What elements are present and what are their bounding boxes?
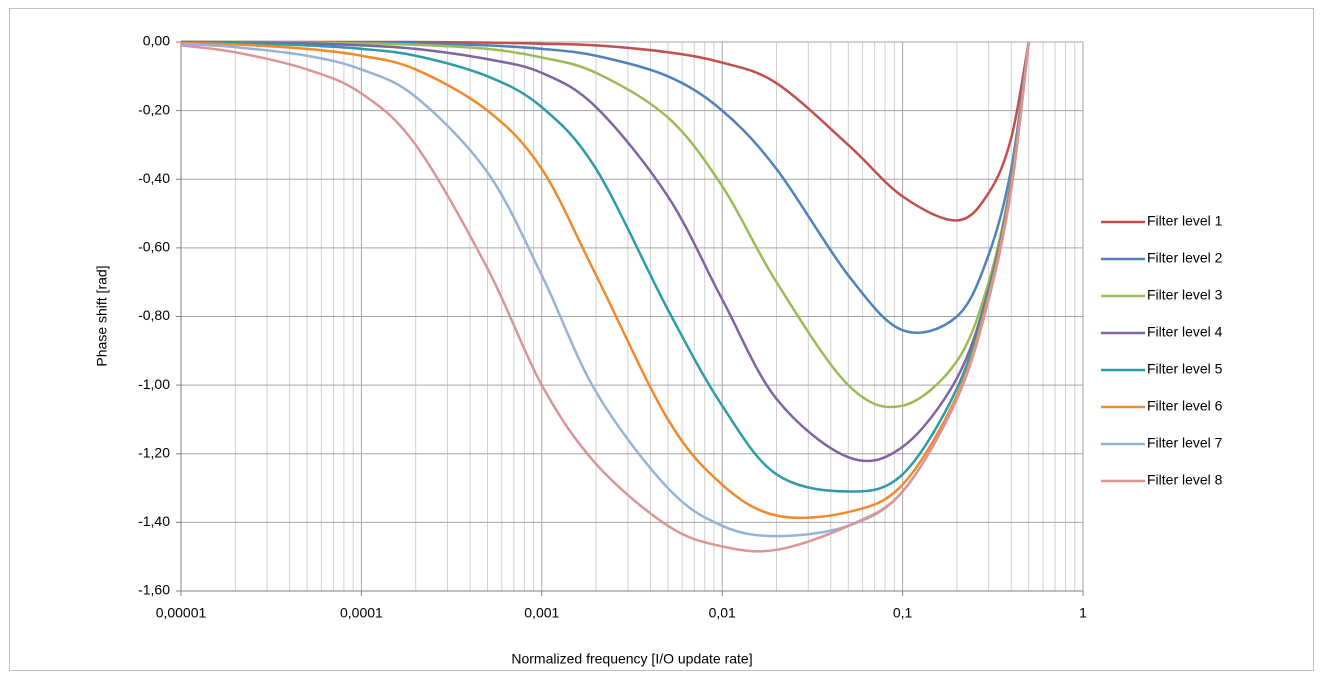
legend-label: Filter level 3	[1147, 287, 1223, 303]
y-tick-label: -0,40	[138, 170, 170, 186]
legend-label: Filter level 8	[1147, 472, 1223, 488]
legend-label: Filter level 2	[1147, 250, 1223, 266]
y-tick-label: 0,00	[143, 33, 170, 49]
y-tick-label: -1,00	[138, 376, 170, 392]
legend-label: Filter level 7	[1147, 435, 1223, 451]
y-tick-label: -1,60	[138, 582, 170, 598]
x-tick-label: 0,0001	[340, 605, 383, 621]
y-tick-label: -0,20	[138, 101, 170, 117]
y-tick-label: -1,20	[138, 444, 170, 460]
series-line	[180, 41, 1030, 493]
legend-label: Filter level 1	[1147, 213, 1223, 229]
y-tick-label: -1,40	[138, 513, 170, 529]
series-line	[180, 41, 1030, 553]
y-axis-label: Phase shift [rad]	[94, 265, 110, 366]
x-tick-label: 0,001	[524, 605, 559, 621]
series-line	[180, 40, 1030, 409]
chart-frame	[9, 8, 1314, 671]
y-tick-label: -0,60	[138, 239, 170, 255]
x-tick-label: 0,1	[893, 605, 913, 621]
x-tick-label: 1	[1079, 605, 1087, 621]
y-tick-label: -0,80	[138, 307, 170, 323]
legend-label: Filter level 6	[1147, 398, 1223, 414]
series-line	[180, 40, 1030, 334]
legend-label: Filter level 4	[1147, 324, 1223, 340]
x-axis-label: Normalized frequency [I/O update rate]	[511, 651, 752, 667]
legend-label: Filter level 5	[1147, 361, 1223, 377]
series-line	[180, 40, 1030, 463]
x-tick-label: 0,01	[709, 605, 736, 621]
x-tick-label: 0,00001	[156, 605, 207, 621]
